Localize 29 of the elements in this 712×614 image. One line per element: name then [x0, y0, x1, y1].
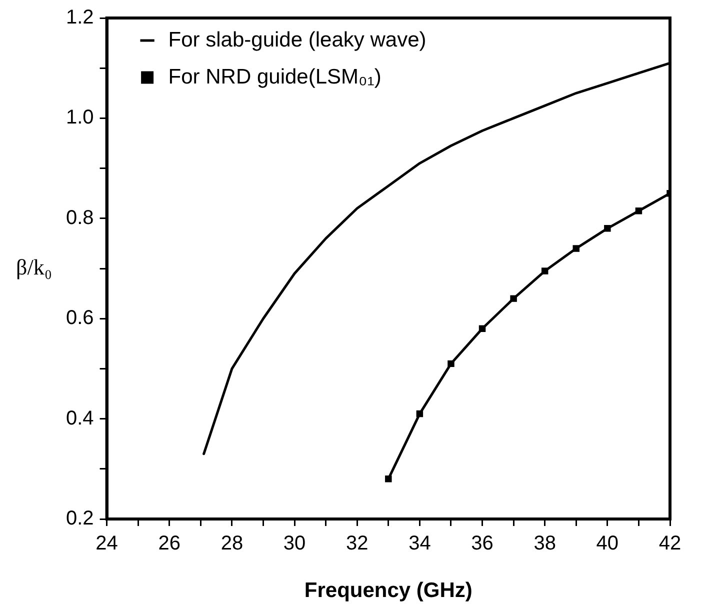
point	[635, 208, 642, 214]
point	[385, 476, 392, 482]
y-tick-label: 0.4	[66, 407, 94, 430]
x-tick-label: 30	[283, 532, 306, 555]
y-tick-label: 0.6	[66, 307, 94, 330]
point	[604, 225, 611, 232]
point	[510, 295, 517, 302]
x-tick-label: 34	[408, 532, 431, 555]
y-axis-title: β/k₀	[16, 254, 52, 280]
x-axis-title: Frequency (GHz)	[304, 578, 472, 602]
legend-label: For slab-guide (leaky wave)	[168, 28, 426, 52]
point	[416, 410, 424, 418]
point	[541, 268, 548, 274]
x-tick-label: 40	[596, 532, 619, 555]
point	[448, 360, 454, 368]
x-tick-label: 42	[658, 532, 682, 555]
x-tick-label: 26	[158, 532, 181, 555]
x-tick-label: 24	[96, 532, 118, 555]
x-tick-label: 32	[346, 532, 368, 555]
point	[572, 245, 580, 252]
legend-label: For NRD guide(LSM₀₁)	[168, 65, 382, 88]
x-tick-label: 28	[220, 532, 244, 555]
y-tick-label: 0.8	[66, 206, 94, 229]
y-tick-label: 1.0	[66, 106, 94, 129]
x-tick-label: 36	[471, 532, 494, 555]
y-tick-label: 0.2	[66, 508, 94, 530]
x-tick-label: 38	[534, 532, 556, 555]
y-tick-label: 1.2	[66, 6, 94, 29]
point	[478, 325, 486, 332]
